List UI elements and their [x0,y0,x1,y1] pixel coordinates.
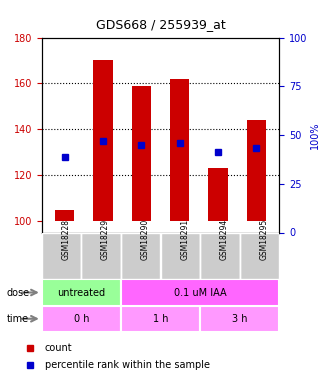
Text: GDS668 / 255939_at: GDS668 / 255939_at [96,18,225,31]
Text: 3 h: 3 h [232,314,247,324]
Text: untreated: untreated [57,288,105,297]
FancyBboxPatch shape [81,232,121,279]
FancyBboxPatch shape [121,279,279,306]
FancyBboxPatch shape [200,232,240,279]
Text: GSM18295: GSM18295 [259,219,268,260]
Text: 0.1 uM IAA: 0.1 uM IAA [174,288,226,297]
Text: GSM18228: GSM18228 [62,219,71,260]
Text: GSM18290: GSM18290 [141,219,150,260]
Text: 1 h: 1 h [153,314,168,324]
Text: GSM18294: GSM18294 [220,219,229,260]
FancyBboxPatch shape [121,306,200,332]
Text: GSM18229: GSM18229 [101,219,110,260]
Text: 0 h: 0 h [74,314,89,324]
Bar [247,120,266,221]
Text: dose: dose [6,288,30,297]
FancyBboxPatch shape [42,279,121,306]
Y-axis label: 100%: 100% [310,121,320,149]
Bar [132,86,151,221]
Bar [208,168,228,221]
Bar [55,210,74,221]
FancyBboxPatch shape [42,232,81,279]
Text: count: count [45,343,73,352]
Text: percentile rank within the sample: percentile rank within the sample [45,360,210,369]
FancyBboxPatch shape [240,232,279,279]
Bar [170,79,189,221]
FancyBboxPatch shape [200,306,279,332]
Text: GSM18291: GSM18291 [180,219,189,260]
Text: time: time [6,314,29,324]
FancyBboxPatch shape [121,232,160,279]
FancyBboxPatch shape [42,306,121,332]
Bar [93,60,113,221]
FancyBboxPatch shape [160,232,200,279]
